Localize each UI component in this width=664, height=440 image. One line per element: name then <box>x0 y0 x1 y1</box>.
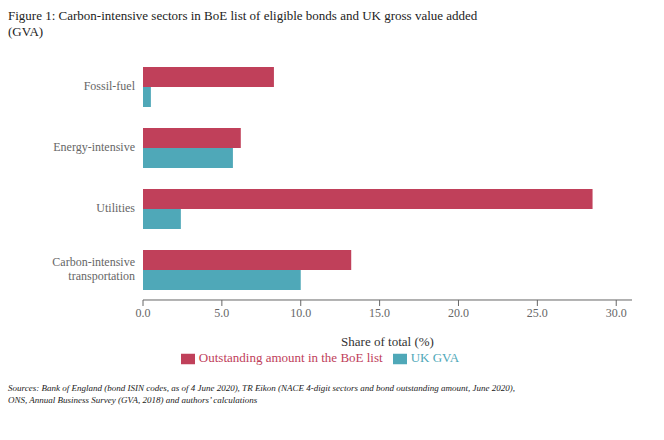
svg-text:25.0: 25.0 <box>527 306 548 320</box>
svg-text:30.0: 30.0 <box>606 306 627 320</box>
svg-text:Utilities: Utilities <box>96 201 135 215</box>
svg-text:Carbon-intensivetransportation: Carbon-intensivetransportation <box>52 255 135 283</box>
html-text:UK GVA: UK GVA <box>410 350 460 365</box>
html-text:Sources: Bank of England (bond: Sources: Bank of England (bond ISIN code… <box>8 383 516 405</box>
svg-text:5.0: 5.0 <box>214 306 229 320</box>
svg-text:Share of total (%): Share of total (%) <box>341 334 434 349</box>
html-text:Outstanding amount in the BoE: Outstanding amount in the BoE list <box>198 350 383 365</box>
html-text:Figure 1: Carbon-intensive sec: Figure 1: Carbon-intensive sectors in Bo… <box>8 8 478 39</box>
svg-text:15.0: 15.0 <box>369 306 390 320</box>
svg-text:20.0: 20.0 <box>448 306 469 320</box>
svg-text:10.0: 10.0 <box>290 306 311 320</box>
svg-text:Energy-intensive: Energy-intensive <box>53 140 135 154</box>
svg-text:0.0: 0.0 <box>136 306 151 320</box>
svg-text:Fossil-fuel: Fossil-fuel <box>84 79 136 93</box>
